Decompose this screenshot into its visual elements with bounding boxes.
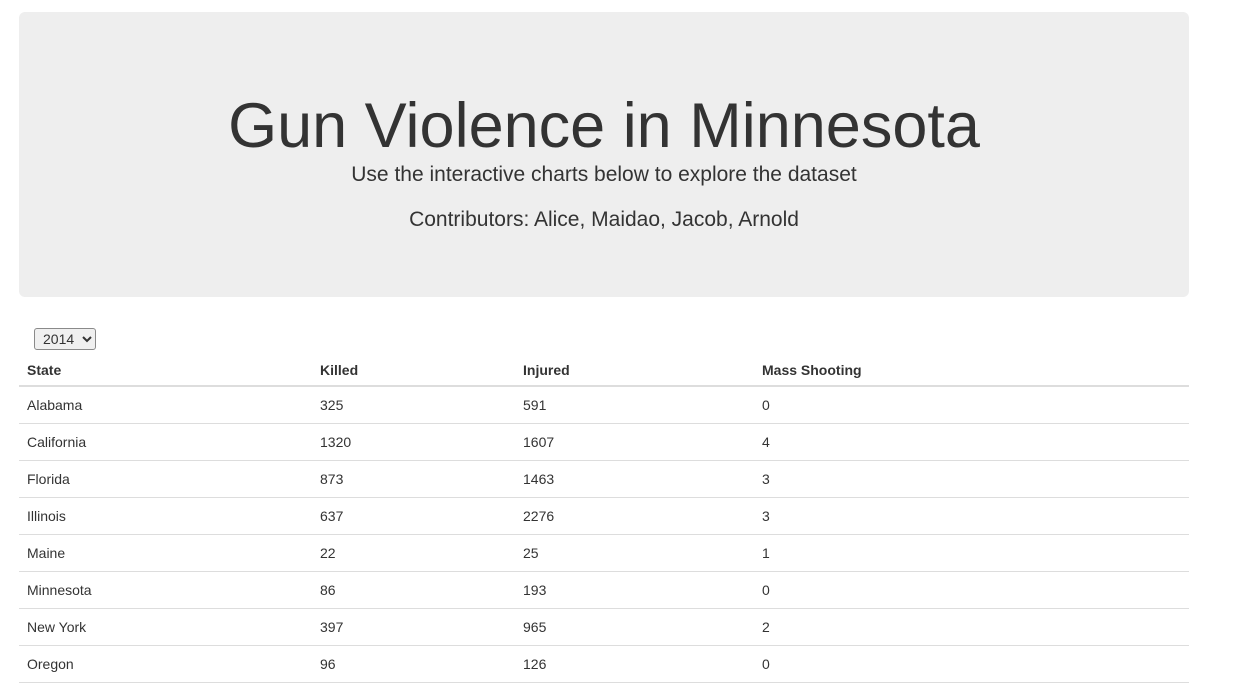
contributors-text: Contributors: Alice, Maidao, Jacob, Arno… bbox=[409, 208, 799, 231]
cell-mass-shooting: 3 bbox=[754, 460, 1189, 498]
table-row: Maine 22 25 1 bbox=[19, 534, 1189, 572]
page-subtitle: Use the interactive charts below to expl… bbox=[351, 163, 857, 186]
column-header-injured[interactable]: Injured bbox=[515, 354, 754, 387]
gun-violence-table: State Killed Injured Mass Shooting Alaba… bbox=[19, 354, 1189, 683]
table-row: Minnesota 86 193 0 bbox=[19, 571, 1189, 609]
table-row: Oregon 96 126 0 bbox=[19, 645, 1189, 683]
cell-state: California bbox=[19, 423, 312, 461]
cell-killed: 1320 bbox=[312, 423, 515, 461]
header-jumbotron: Gun Violence in Minnesota Use the intera… bbox=[19, 12, 1189, 297]
cell-state: Maine bbox=[19, 534, 312, 572]
column-header-mass-shooting[interactable]: Mass Shooting bbox=[754, 354, 1189, 387]
cell-injured: 25 bbox=[515, 534, 754, 572]
cell-mass-shooting: 1 bbox=[754, 534, 1189, 572]
cell-state: Minnesota bbox=[19, 571, 312, 609]
cell-mass-shooting: 0 bbox=[754, 386, 1189, 424]
column-header-killed[interactable]: Killed bbox=[312, 354, 515, 387]
cell-mass-shooting: 0 bbox=[754, 571, 1189, 609]
cell-injured: 965 bbox=[515, 608, 754, 646]
cell-killed: 873 bbox=[312, 460, 515, 498]
cell-state: Oregon bbox=[19, 645, 312, 683]
cell-state: Florida bbox=[19, 460, 312, 498]
table-header-row: State Killed Injured Mass Shooting bbox=[19, 354, 1189, 387]
cell-killed: 96 bbox=[312, 645, 515, 683]
table-row: Alabama 325 591 0 bbox=[19, 386, 1189, 424]
cell-mass-shooting: 2 bbox=[754, 608, 1189, 646]
cell-injured: 1607 bbox=[515, 423, 754, 461]
cell-injured: 2276 bbox=[515, 497, 754, 535]
cell-killed: 86 bbox=[312, 571, 515, 609]
page-title: Gun Violence in Minnesota bbox=[228, 91, 980, 161]
cell-mass-shooting: 0 bbox=[754, 645, 1189, 683]
year-select[interactable]: 2014 bbox=[34, 328, 96, 350]
table-row: California 1320 1607 4 bbox=[19, 423, 1189, 461]
cell-injured: 126 bbox=[515, 645, 754, 683]
cell-injured: 1463 bbox=[515, 460, 754, 498]
table-row: New York 397 965 2 bbox=[19, 608, 1189, 646]
cell-injured: 193 bbox=[515, 571, 754, 609]
cell-killed: 22 bbox=[312, 534, 515, 572]
cell-killed: 637 bbox=[312, 497, 515, 535]
column-header-state[interactable]: State bbox=[19, 354, 312, 387]
cell-state: Illinois bbox=[19, 497, 312, 535]
cell-killed: 325 bbox=[312, 386, 515, 424]
cell-state: New York bbox=[19, 608, 312, 646]
cell-mass-shooting: 3 bbox=[754, 497, 1189, 535]
cell-state: Alabama bbox=[19, 386, 312, 424]
table-row: Illinois 637 2276 3 bbox=[19, 497, 1189, 535]
cell-killed: 397 bbox=[312, 608, 515, 646]
cell-mass-shooting: 4 bbox=[754, 423, 1189, 461]
table-row: Florida 873 1463 3 bbox=[19, 460, 1189, 498]
cell-injured: 591 bbox=[515, 386, 754, 424]
